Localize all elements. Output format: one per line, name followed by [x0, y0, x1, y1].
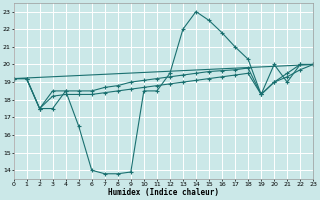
- X-axis label: Humidex (Indice chaleur): Humidex (Indice chaleur): [108, 188, 219, 197]
